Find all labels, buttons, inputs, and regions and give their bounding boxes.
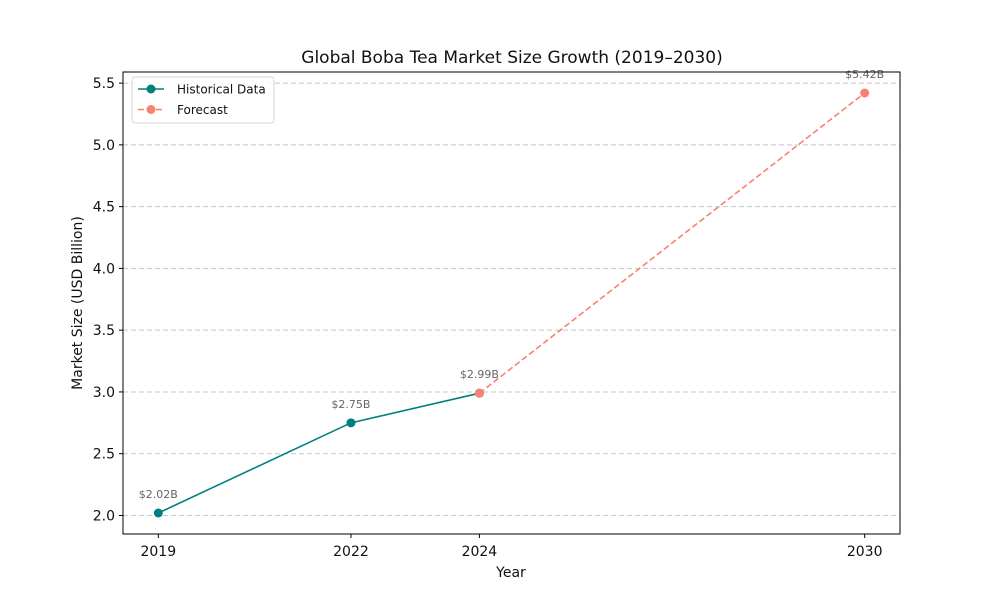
y-tick-label: 3.5 (93, 323, 115, 339)
plot-area-frame (122, 71, 901, 535)
data-label: $2.75B (331, 398, 370, 411)
series-line-forecast (478, 92, 866, 394)
data-point-forecast (474, 388, 484, 398)
legend-label: Historical Data (177, 83, 266, 97)
series-layer (153, 88, 870, 518)
y-tick-label: 3.0 (93, 385, 115, 401)
data-point-historical-data (346, 418, 356, 428)
x-tick-label: 2030 (847, 544, 883, 560)
data-point-historical-data (153, 508, 163, 518)
x-axis: 2019 2022 2024 2030 (140, 534, 883, 560)
chart-title: Global Boba Tea Market Size Growth (2019… (301, 48, 722, 68)
y-axis: 2.0 2.5 3.0 3.5 4.0 4.5 5.0 5.5 (93, 76, 123, 524)
y-tick-label: 4.5 (93, 200, 115, 216)
legend: Historical Data Forecast (131, 76, 275, 124)
legend-label: Forecast (177, 103, 228, 117)
x-tick-label: 2022 (333, 544, 369, 560)
data-point-forecast (860, 88, 870, 98)
y-tick-label: 2.0 (93, 508, 115, 524)
x-tick-label: 2019 (140, 544, 176, 560)
x-tick-label: 2024 (462, 544, 498, 560)
y-tick-label: 5.0 (93, 138, 115, 154)
x-axis-label: Year (495, 565, 526, 581)
y-tick-label: 2.5 (93, 447, 115, 463)
data-label: $2.02B (139, 488, 178, 501)
y-tick-label: 5.5 (93, 76, 115, 92)
legend-marker-forecast (146, 105, 156, 114)
data-labels: $2.02B $2.75B $2.99B $5.42B (139, 68, 884, 501)
legend-marker-historical-data (146, 84, 156, 94)
y-tick-label: 4.0 (93, 261, 115, 277)
data-label: $5.42B (845, 68, 884, 81)
grid-lines (123, 82, 900, 516)
y-axis-label: Market Size (USD Billion) (70, 216, 86, 390)
legend-box (131, 76, 275, 124)
data-label: $2.99B (460, 368, 499, 381)
